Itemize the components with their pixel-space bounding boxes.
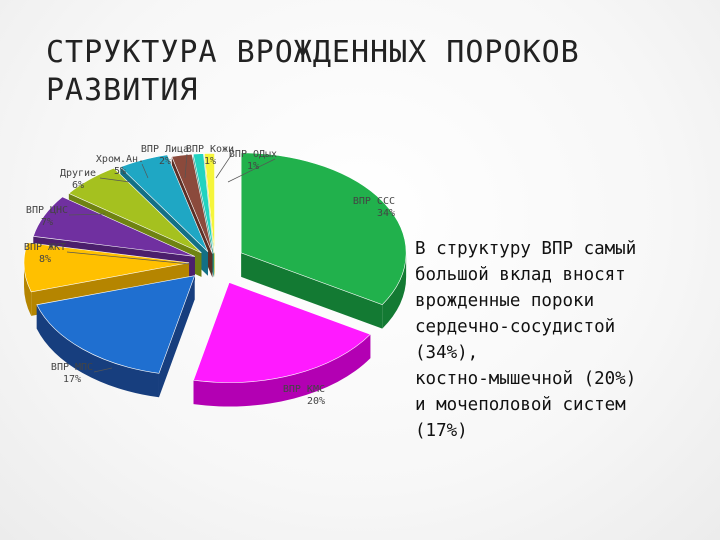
slice-label: ВПР КМС bbox=[283, 384, 325, 395]
pie-slice-4 bbox=[23, 242, 190, 316]
body-line: сердечно-сосудистой bbox=[415, 317, 616, 337]
pie-slice-top bbox=[36, 275, 196, 374]
slice-leader-line bbox=[68, 213, 106, 216]
slice-label: ВПР Кожи bbox=[186, 144, 234, 155]
slice-label: Хром.Ан. bbox=[96, 154, 144, 165]
slice-value-label: 2% bbox=[159, 156, 171, 167]
slice-label: ВПР ЦНС bbox=[26, 205, 68, 216]
pie-slice-top bbox=[68, 167, 202, 254]
pie-slice-top bbox=[171, 153, 213, 254]
body-line: В структуру ВПР самый bbox=[415, 239, 637, 259]
slide-body-text: В структуру ВПР самый большой вклад внос… bbox=[415, 236, 715, 444]
slide-title-line-2: РАЗВИТИЯ bbox=[46, 73, 199, 108]
pie-slice-cut bbox=[158, 275, 195, 398]
pie-slice-top bbox=[23, 242, 190, 293]
slice-value-label: 1% bbox=[204, 156, 216, 167]
slice-leader-line bbox=[99, 177, 131, 183]
slide-title-line-1: СТРУКТУРА ВРОЖДЕННЫХ ПОРОКОВ bbox=[46, 35, 580, 70]
pie-slice-cut bbox=[241, 252, 383, 329]
pie-slice-wall bbox=[193, 334, 371, 407]
slice-leader-line bbox=[141, 163, 149, 179]
pie-slice-top bbox=[119, 154, 209, 252]
slice-label: ВПР ЖКТ bbox=[24, 242, 66, 253]
slice-value-label: 34% bbox=[377, 208, 395, 219]
pie-slice-wall bbox=[24, 262, 32, 316]
slice-value-label: 6% bbox=[72, 180, 84, 191]
slice-value-label: 5% bbox=[114, 166, 126, 177]
body-line: (34%), bbox=[415, 343, 479, 363]
slice-label: ВПР ССС bbox=[353, 196, 395, 207]
slice-value-label: 17% bbox=[63, 374, 81, 385]
slice-label: ВПР МПС bbox=[51, 362, 93, 373]
slice-leader-line bbox=[93, 367, 113, 373]
slice-leader-line bbox=[184, 153, 188, 179]
slice-leader-line bbox=[66, 251, 191, 265]
pie-slice-top bbox=[32, 196, 196, 257]
slice-value-label: 8% bbox=[39, 254, 51, 265]
slice-leader-line bbox=[215, 153, 233, 179]
slice-leader-line bbox=[227, 158, 276, 183]
pie-slice-top bbox=[240, 152, 407, 305]
pie-slice-3 bbox=[36, 275, 196, 398]
body-line: врожденные пороки bbox=[415, 291, 595, 311]
slice-label: ВПР ОДых bbox=[229, 149, 277, 160]
body-line: большой вклад вносят bbox=[415, 265, 626, 285]
pie-slice-top bbox=[192, 153, 214, 254]
slice-value-label: 20% bbox=[307, 396, 325, 407]
pie-slice-top bbox=[193, 282, 371, 383]
pie-slice-1 bbox=[240, 152, 407, 329]
slide-title: СТРУКТУРА ВРОЖДЕННЫХ ПОРОКОВ РАЗВИТИЯ bbox=[46, 34, 686, 110]
pie-slice-top bbox=[203, 153, 215, 254]
pie-slice-2 bbox=[193, 282, 371, 407]
body-line: и мочеполовой систем bbox=[415, 395, 626, 415]
slice-label: Другие bbox=[60, 168, 96, 179]
slice-value-label: 1% bbox=[247, 161, 259, 172]
slice-value-label: 7% bbox=[41, 217, 53, 228]
body-line: костно-мышечной (20%) bbox=[415, 369, 637, 389]
slice-label: ВПР Лица bbox=[141, 144, 189, 155]
pie-slice-wall bbox=[36, 304, 159, 398]
body-line: (17%) bbox=[415, 421, 468, 441]
